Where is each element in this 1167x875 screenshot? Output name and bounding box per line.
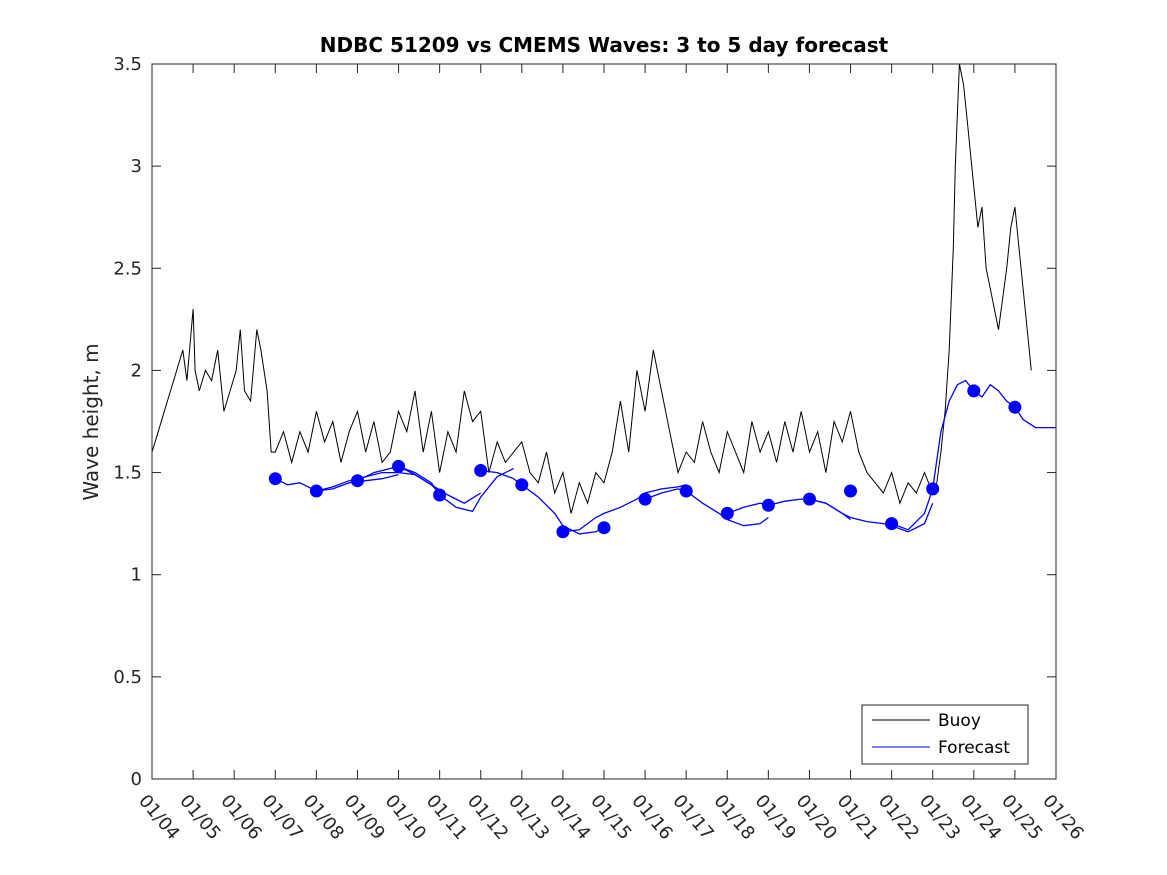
forecast-marker [885,517,899,531]
forecast-marker [392,459,405,473]
x-tick-label: 01/05 [175,791,224,844]
forecast-marker [556,525,570,539]
forecast-marker [926,482,940,496]
x-tick-label: 01/16 [627,791,676,844]
series-line-forecast-run [562,484,687,533]
x-tick-label: 01/08 [299,791,348,844]
x-tick-label: 01/09 [340,791,389,844]
y-tick-label: 0 [131,769,142,790]
y-tick-label: 1 [131,565,142,586]
legend-label-forecast: Forecast [938,738,1010,758]
x-tick-label: 01/06 [216,791,265,844]
series-line-forecast-run [480,469,605,535]
series-line-forecast-run [727,498,851,521]
forecast-marker [967,384,981,398]
forecast-marker [597,521,611,535]
x-tick-label: 01/17 [668,791,717,844]
x-tick-label: 01/20 [792,791,841,844]
legend: Buoy Forecast [861,704,1029,765]
x-tick-label: 01/11 [422,791,471,844]
x-tick-label: 01/15 [586,791,635,844]
x-tick-label: 01/24 [956,791,1005,844]
plot-frame [151,63,1057,780]
x-tick-label: 01/07 [257,791,306,844]
forecast-marker [679,484,693,498]
x-tick-label: 01/22 [874,791,923,844]
series-line-forecast-run [891,379,1056,531]
x-tick-label: 01/26 [1038,791,1087,844]
legend-box [861,704,1029,765]
x-tick-label: 01/12 [463,791,512,844]
forecast-marker [309,484,323,498]
series-line-forecast-run [398,465,514,513]
forecast-marker [268,472,282,486]
series-line-forecast-run [809,498,934,533]
x-tick-label: 01/13 [504,791,553,844]
series-line-buoy [151,63,1032,514]
series-line-forecast-run [357,465,482,504]
series-line-forecast-run [275,473,399,492]
x-tick-label: 01/14 [545,791,594,844]
forecast-marker [844,484,857,498]
x-tick-label: 01/21 [833,791,882,844]
y-tick-label: 1.5 [113,463,142,484]
x-tick-label: 01/10 [381,791,430,844]
y-axis-label: Wave height, m [79,343,103,500]
legend-label-buoy: Buoy [938,711,981,731]
forecast-marker [720,506,734,520]
x-tick-label: 01/19 [751,791,800,844]
y-axis: 0 0.5 1 1.5 2 2.5 3 3.5 [113,54,1056,790]
y-tick-label: 0.5 [113,667,142,688]
forecast-marker [761,498,775,512]
x-tick-label: 01/04 [134,791,183,844]
y-tick-label: 2 [131,360,142,381]
y-tick-label: 3.5 [113,54,142,75]
y-tick-label: 3 [131,156,142,177]
x-tick-label: 01/25 [997,791,1046,844]
y-tick-label: 2.5 [113,258,142,279]
x-tick-label: 01/18 [709,791,758,844]
forecast-marker [803,492,816,506]
chart-title: NDBC 51209 vs CMEMS Waves: 3 to 5 day fo… [320,33,889,57]
x-tick-label: 01/23 [915,791,964,844]
forecast-marker [433,488,447,502]
series-layer [151,63,1056,539]
forecast-marker [474,464,488,477]
forecast-marker [638,492,652,506]
series-line-forecast-run [644,488,769,527]
forecast-marker [1008,400,1022,414]
forecast-marker [515,478,529,492]
forecast-marker [351,474,364,488]
